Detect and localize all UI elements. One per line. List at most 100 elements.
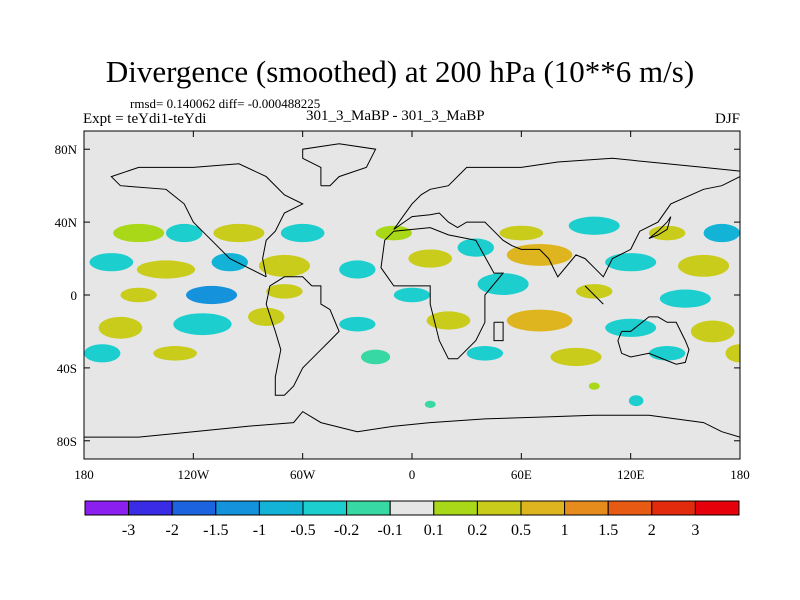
colorbar-swatch xyxy=(607,500,653,516)
colorbar-swatch xyxy=(694,500,740,516)
contour-blob xyxy=(628,395,644,407)
x-axis: 180 120W 60W 0 60E 120E 180 xyxy=(74,131,750,482)
colorbar-swatch xyxy=(520,500,566,516)
colorbar-label: 1.5 xyxy=(598,522,618,539)
colorbar-label: -0.1 xyxy=(378,522,403,539)
contour-fill-layer xyxy=(84,216,740,408)
coastline xyxy=(493,321,504,342)
contour-blob xyxy=(153,346,197,361)
contour-blob xyxy=(120,287,157,303)
contour-blob xyxy=(648,346,686,361)
contour-blob xyxy=(98,316,143,339)
colorbar-label: 0.2 xyxy=(467,522,487,539)
x-tick-label: 60E xyxy=(511,467,532,482)
contour-blob xyxy=(466,346,504,361)
coastline xyxy=(302,143,377,187)
coastline xyxy=(84,410,740,459)
contour-blob xyxy=(678,254,730,277)
contour-blob xyxy=(576,284,613,299)
colorbar-swatch xyxy=(433,500,478,516)
contour-blob xyxy=(136,260,196,279)
colorbar-label: -3 xyxy=(122,522,135,539)
contour-blob xyxy=(360,349,391,365)
x-tick-label: 120W xyxy=(177,467,210,482)
colorbar-label: 2 xyxy=(648,522,656,539)
contour-blob xyxy=(426,311,471,330)
contour-blob xyxy=(166,223,203,243)
colorbar-swatch xyxy=(302,500,348,516)
coastline xyxy=(393,157,740,278)
x-tick-label: 120E xyxy=(617,467,645,482)
colorbar-swatch xyxy=(215,500,260,516)
coastline xyxy=(648,216,672,239)
colorbar-label: 0.1 xyxy=(424,522,444,539)
contour-blob xyxy=(258,254,310,277)
contour-blob xyxy=(84,344,121,363)
contour-blob xyxy=(457,238,494,257)
coastline xyxy=(110,163,304,278)
contour-blob xyxy=(211,253,248,272)
contour-blob xyxy=(499,225,544,241)
season-label: DJF xyxy=(714,111,740,127)
contour-blob xyxy=(186,285,238,305)
contour-blob xyxy=(725,344,740,363)
coastline xyxy=(617,316,690,365)
x-tick-label: 60W xyxy=(290,467,316,482)
contour-blob xyxy=(477,273,529,296)
experiment-label: Expt = teYdi1-teYdi xyxy=(83,111,207,127)
colorbar-label: -0.5 xyxy=(290,522,315,539)
colorbar-swatch xyxy=(651,500,696,516)
coastline xyxy=(380,227,505,360)
colorbar-swatch xyxy=(389,500,435,516)
contour-blob xyxy=(375,225,412,241)
contour-blob xyxy=(113,223,165,243)
contour-blob xyxy=(568,216,620,235)
stats-label: rmsd= 0.140062 diff= -0.000488225 xyxy=(130,96,321,111)
colorbar-swatch xyxy=(476,500,522,516)
x-tick-label: 180 xyxy=(74,467,94,482)
contour-blob xyxy=(339,316,376,332)
contour-blob xyxy=(690,320,735,343)
colorbar-swatch xyxy=(84,500,130,516)
x-tick-label: 0 xyxy=(409,467,416,482)
colorbar: -3 -2 -1.5 -1 -0.5 -0.2 -0.1 0.1 0.2 0.5 1 1.5 2 3 xyxy=(84,500,740,539)
case-label: 301_3_MaBP - 301_3_MaBP xyxy=(306,108,485,124)
contour-blob xyxy=(339,260,376,279)
chart-title: Divergence (smoothed) at 200 hPa (10**6 … xyxy=(105,54,695,89)
y-tick-label: 0 xyxy=(71,288,78,303)
colorbar-label: 1 xyxy=(561,522,569,539)
contour-blob xyxy=(266,284,303,299)
colorbar-label: -1.5 xyxy=(203,522,228,539)
coastline xyxy=(584,285,604,305)
contour-blob xyxy=(605,318,657,337)
colorbar-swatch xyxy=(346,500,391,516)
x-tick-label: 180 xyxy=(730,467,750,482)
y-axis: 80N 40N 0 40S 80S xyxy=(55,142,740,449)
contour-blob xyxy=(280,223,325,243)
contour-blob xyxy=(648,225,686,241)
contour-blob xyxy=(393,287,431,303)
contour-blob xyxy=(408,249,453,268)
colorbar-swatch xyxy=(564,500,609,516)
contour-blob xyxy=(248,307,285,326)
contour-blob xyxy=(550,347,602,367)
contour-blob xyxy=(213,223,265,243)
y-tick-label: 80N xyxy=(55,142,78,157)
colorbar-swatch xyxy=(171,500,217,516)
contour-blob xyxy=(506,309,573,332)
colorbar-swatch xyxy=(258,500,304,516)
coastline-layer xyxy=(84,143,740,459)
contour-blob xyxy=(659,289,711,308)
contour-blob xyxy=(703,223,740,243)
colorbar-label: 0.5 xyxy=(511,522,531,539)
colorbar-label: -1 xyxy=(253,522,266,539)
colorbar-label: -2 xyxy=(166,522,179,539)
colorbar-swatch xyxy=(128,500,173,516)
y-tick-label: 40S xyxy=(57,361,77,376)
contour-blob xyxy=(588,382,600,390)
colorbar-label: 3 xyxy=(691,522,699,539)
coastline xyxy=(265,276,340,396)
contour-blob xyxy=(424,400,436,408)
y-tick-label: 40N xyxy=(55,215,78,230)
